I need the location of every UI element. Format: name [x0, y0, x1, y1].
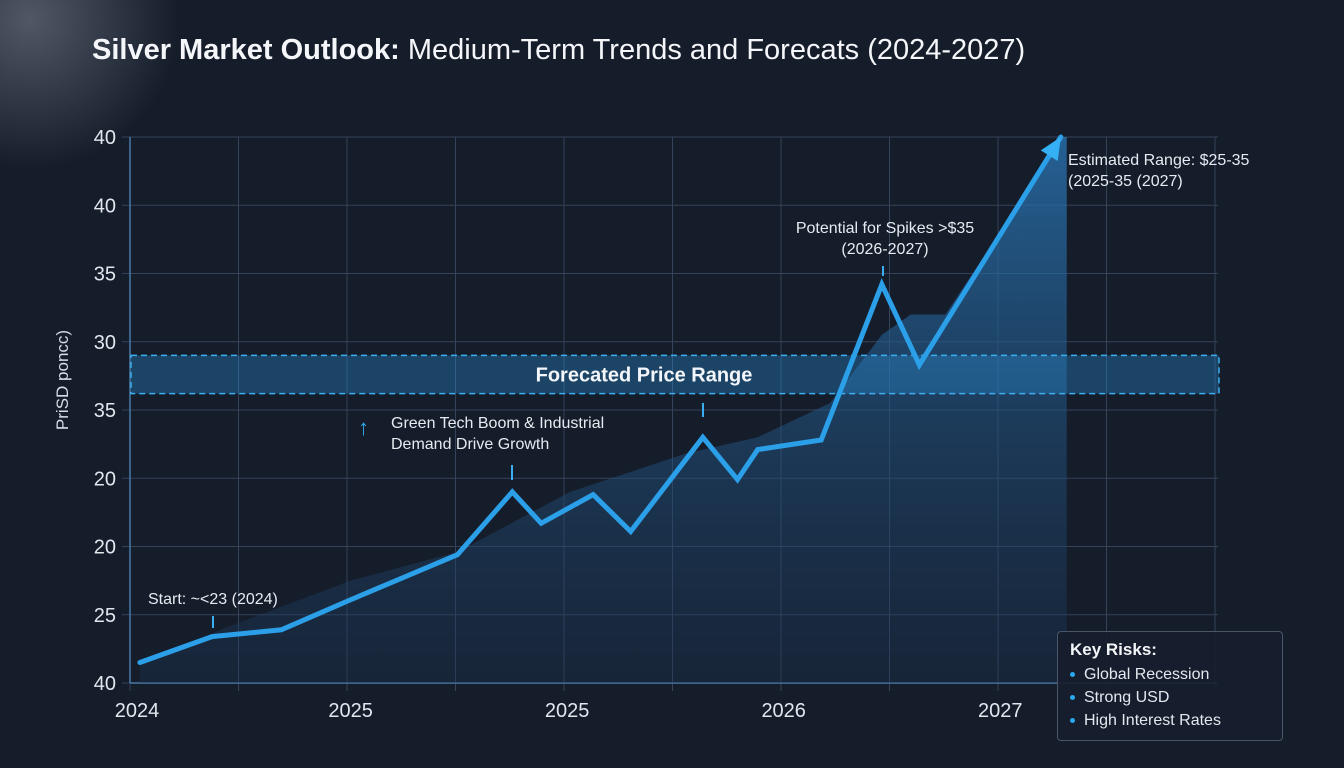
- annotation-line: Potential for Spikes >$35: [795, 220, 975, 237]
- annotation-line: Demand Drive Growth: [391, 436, 550, 453]
- y-tick-label: 25: [94, 605, 116, 627]
- key-risk-item: High Interest Rates: [1070, 709, 1270, 732]
- annotation-line: (2025-35 (2027): [1068, 173, 1183, 190]
- y-axis-label: PriSD poncc): [53, 330, 72, 430]
- chart-title: Silver Market Outlook: Medium-Term Trend…: [92, 34, 1025, 67]
- y-tick-label: 35: [94, 264, 116, 286]
- key-risks-box: Key Risks: Global Recession Strong USD H…: [1057, 631, 1283, 741]
- y-tick-label: 20: [94, 468, 116, 490]
- key-risk-item: Strong USD: [1070, 686, 1270, 709]
- x-tick-label: 2025: [545, 700, 590, 722]
- annotation-line: (2026-2027): [841, 241, 929, 258]
- forecast-band: [130, 354, 1220, 395]
- key-risk-item: Global Recession: [1070, 663, 1270, 686]
- y-tick-label: 40: [94, 127, 116, 149]
- annotation-green-tech: Green Tech Boom & Industrial Demand Driv…: [391, 413, 604, 455]
- annotation-start: Start: ~<23 (2024): [148, 591, 278, 608]
- x-tick-label: 2027: [978, 700, 1023, 722]
- y-tick-label: 40: [94, 195, 116, 217]
- y-tick-label: 40: [94, 673, 116, 695]
- x-tick-label: 2024: [115, 700, 160, 722]
- forecast-band-label: Forecated Price Range: [536, 365, 753, 387]
- annotation-line: Estimated Range: $25-35: [1068, 152, 1250, 169]
- bullet-icon: [1070, 672, 1075, 678]
- area-fill: [139, 137, 1067, 683]
- y-tick-label: 20: [94, 537, 116, 559]
- annotation-spikes: Potential for Spikes >$35 (2026-2027): [780, 218, 990, 260]
- annotation-estimated-range: Estimated Range: $25-35 (2025-35 (2027): [1068, 150, 1249, 192]
- key-risks-title: Key Risks:: [1070, 640, 1157, 659]
- y-tick-label: 35: [94, 400, 116, 422]
- arrow-up-icon: ↑: [358, 415, 369, 440]
- x-tick-label: 2025: [328, 700, 373, 722]
- key-risk-label: Global Recession: [1084, 666, 1210, 683]
- bullet-icon: [1070, 718, 1075, 724]
- arrow-head-icon: [1040, 137, 1061, 161]
- key-risk-label: Strong USD: [1084, 689, 1170, 706]
- annotation-line: Green Tech Boom & Industrial: [391, 415, 605, 432]
- key-risk-label: High Interest Rates: [1084, 712, 1221, 729]
- title-bold: Silver Market Outlook:: [92, 34, 400, 66]
- x-tick-label: 2026: [761, 700, 806, 722]
- bullet-icon: [1070, 695, 1075, 701]
- y-tick-label: 30: [94, 332, 116, 354]
- series-line: [137, 134, 1064, 666]
- title-rest: Medium-Term Trends and Forecats (2024-20…: [399, 34, 1026, 66]
